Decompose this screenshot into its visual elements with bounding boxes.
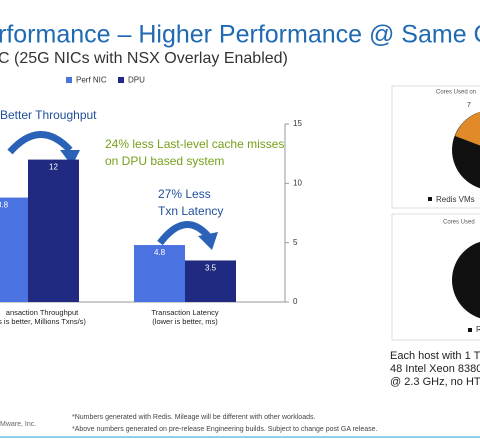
legend-label: DPU — [128, 76, 145, 85]
slice-label: 7 — [467, 102, 471, 109]
panel-title: Cores Used — [443, 220, 475, 226]
bar — [28, 159, 79, 302]
pie-slice — [455, 112, 480, 146]
side-panel: Cores Used on 7 Redis VMs Cores Used R — [391, 85, 480, 341]
slide-title: rformance – Higher Performance @ Same CP — [0, 21, 480, 49]
legend-label: Perf NIC — [76, 76, 107, 85]
pie — [452, 241, 480, 319]
arrow-head — [198, 232, 218, 250]
annotation: Better Throughput — [0, 108, 97, 122]
value-label: 3.5 — [205, 264, 217, 273]
y-tick-label: 5 — [293, 238, 298, 247]
legend-swatch — [428, 197, 432, 201]
annotation: on DPU based system — [105, 154, 224, 168]
value-label: 8.8 — [0, 201, 9, 210]
host-note: @ 2.3 GHz, no HT — [390, 376, 480, 388]
y-tick-label: 10 — [293, 178, 302, 187]
legend-swatch — [468, 328, 472, 332]
value-label: 12 — [49, 163, 58, 172]
bar — [185, 260, 236, 302]
legend-swatch — [66, 77, 72, 83]
footer-company: Mware, Inc. — [0, 421, 36, 428]
x-tick-sublabel: s is better, Millions Txns/s) — [0, 317, 86, 326]
legend-label: R — [476, 325, 480, 334]
slide-subtitle: C (25G NICs with NSX Overlay Enabled) — [0, 50, 288, 67]
value-label: 4.8 — [154, 248, 166, 257]
arrow — [157, 221, 211, 246]
host-note: Each host with 1 TB — [390, 350, 480, 362]
x-tick-label: Transaction Latency — [151, 308, 219, 317]
x-tick-label: ansaction Throughput — [6, 308, 79, 317]
y-tick-label: 15 — [293, 119, 302, 128]
annotation: Txn Latency — [158, 204, 223, 218]
annotation: 27% Less — [158, 187, 211, 201]
legend-label: Redis VMs — [436, 195, 475, 204]
panel-title: Cores Used on — [436, 90, 476, 96]
arrow-head — [60, 150, 80, 166]
footer-note: *Numbers generated with Redis. Mileage w… — [72, 414, 315, 421]
footer-note: *Above numbers generated on pre-release … — [72, 426, 378, 433]
y-tick-label: 0 — [293, 297, 298, 306]
x-tick-sublabel: (lower is better, ms) — [152, 317, 218, 326]
bar — [0, 197, 28, 302]
legend-swatch — [118, 77, 124, 83]
arrow — [7, 131, 73, 155]
annotation: 24% less Last-level cache misses — [105, 137, 284, 151]
host-note: 48 Intel Xeon 8380 — [390, 363, 480, 375]
bar — [134, 245, 185, 302]
